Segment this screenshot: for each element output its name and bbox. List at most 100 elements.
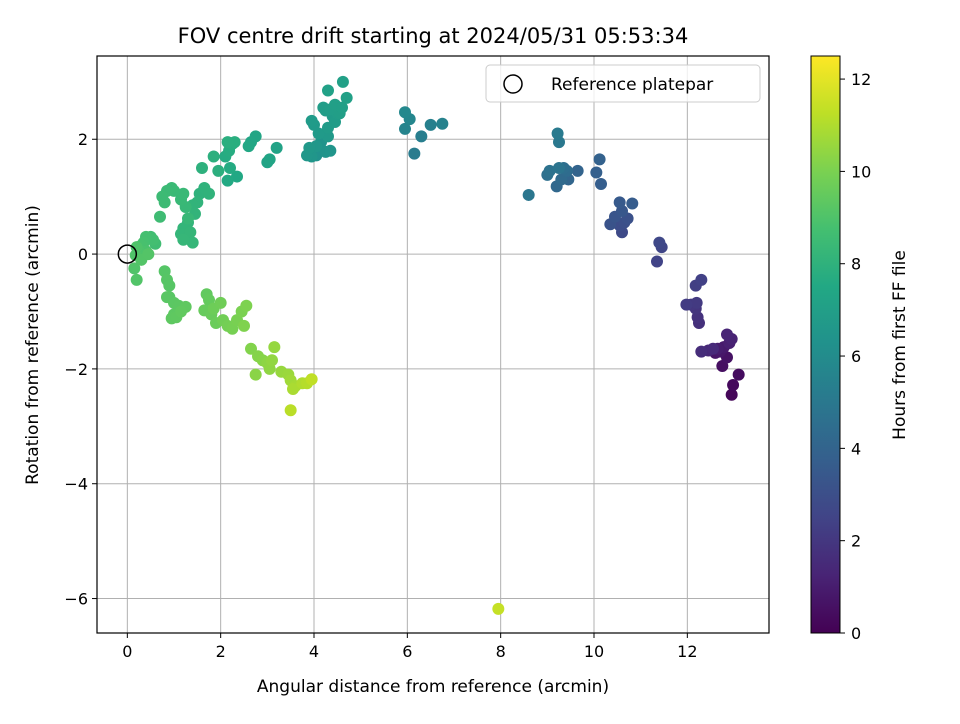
chart-title: FOV centre drift starting at 2024/05/31 … bbox=[178, 24, 689, 48]
data-point bbox=[177, 233, 190, 246]
data-point bbox=[221, 174, 234, 187]
data-point bbox=[340, 91, 353, 104]
data-point bbox=[305, 373, 318, 386]
x-axis-ticks: 0 2 4 6 8 10 12 bbox=[122, 633, 698, 661]
data-point bbox=[303, 141, 316, 154]
data-point bbox=[492, 602, 505, 615]
x-tick-label: 8 bbox=[496, 642, 506, 661]
data-point bbox=[543, 164, 556, 177]
data-point bbox=[175, 305, 187, 318]
colorbar-tick-label: 2 bbox=[851, 532, 861, 551]
data-point bbox=[130, 273, 143, 286]
data-point bbox=[595, 178, 607, 191]
x-tick-label: 12 bbox=[677, 642, 697, 661]
data-point bbox=[238, 319, 250, 332]
data-point bbox=[651, 255, 663, 268]
colorbar-tick-label: 8 bbox=[851, 255, 861, 274]
data-point bbox=[221, 136, 234, 149]
data-point bbox=[182, 212, 194, 225]
x-axis-label: Angular distance from reference (arcmin) bbox=[257, 677, 609, 697]
data-point bbox=[196, 161, 208, 174]
colorbar: 0 2 4 6 8 10 12 Hours from first FF file bbox=[810, 55, 910, 643]
legend-label: Reference platepar bbox=[551, 75, 713, 95]
data-point bbox=[725, 388, 738, 401]
data-point bbox=[653, 236, 666, 249]
data-point bbox=[436, 117, 449, 130]
colorbar-tick-label: 12 bbox=[851, 70, 871, 89]
x-tick-label: 2 bbox=[216, 642, 226, 661]
y-tick-label: −2 bbox=[64, 360, 88, 379]
data-point bbox=[424, 118, 437, 131]
data-point bbox=[680, 298, 693, 311]
data-point bbox=[721, 328, 733, 341]
data-point bbox=[322, 84, 334, 97]
data-point bbox=[270, 141, 283, 154]
data-point bbox=[613, 196, 626, 209]
data-point bbox=[732, 368, 745, 381]
data-point bbox=[324, 144, 337, 157]
colorbar-tick-label: 0 bbox=[851, 624, 861, 643]
data-point bbox=[553, 161, 565, 174]
data-point bbox=[522, 188, 535, 201]
data-point bbox=[571, 164, 584, 177]
y-axis-ticks: −6 −4 −2 0 2 bbox=[64, 130, 97, 609]
data-point bbox=[263, 153, 276, 166]
colorbar-tick-label: 6 bbox=[851, 347, 861, 366]
data-point bbox=[408, 147, 421, 160]
colorbar-tick-label: 10 bbox=[851, 162, 871, 181]
data-points bbox=[128, 75, 745, 615]
colorbar-ticks: 0 2 4 6 8 10 12 bbox=[840, 70, 871, 643]
plot-frame bbox=[96, 55, 770, 634]
x-tick-label: 10 bbox=[584, 642, 604, 661]
y-axis-label: Rotation from reference (arcmin) bbox=[23, 205, 43, 485]
colorbar-gradient bbox=[810, 55, 841, 634]
data-point bbox=[284, 404, 297, 417]
y-tick-label: 0 bbox=[78, 245, 88, 264]
data-point bbox=[551, 127, 564, 140]
data-point bbox=[287, 382, 299, 395]
y-tick-label: −4 bbox=[64, 475, 88, 494]
data-point bbox=[231, 170, 243, 183]
data-point bbox=[207, 150, 220, 163]
legend-box bbox=[485, 64, 761, 103]
data-point bbox=[695, 273, 708, 286]
data-point bbox=[186, 236, 199, 249]
data-point bbox=[590, 166, 603, 179]
data-point bbox=[212, 164, 225, 177]
data-point bbox=[249, 368, 262, 381]
data-point bbox=[224, 161, 236, 174]
data-point bbox=[336, 75, 349, 88]
data-point bbox=[695, 345, 708, 358]
data-point bbox=[415, 130, 428, 143]
x-tick-label: 4 bbox=[309, 642, 319, 661]
legend-marker-icon bbox=[503, 74, 523, 94]
data-point bbox=[214, 296, 227, 309]
data-point bbox=[593, 153, 606, 166]
data-point bbox=[727, 378, 740, 391]
data-point bbox=[336, 101, 348, 114]
data-point bbox=[268, 341, 281, 354]
data-point bbox=[128, 262, 141, 275]
data-point bbox=[690, 296, 703, 309]
data-point bbox=[240, 299, 253, 312]
data-point bbox=[142, 248, 155, 261]
data-point bbox=[305, 114, 318, 127]
colorbar-label: Hours from first FF file bbox=[890, 250, 910, 440]
legend: Reference platepar bbox=[485, 64, 761, 103]
data-point bbox=[163, 279, 176, 292]
x-tick-label: 0 bbox=[122, 642, 132, 661]
data-point bbox=[322, 130, 334, 143]
colorbar-tick-label: 4 bbox=[851, 439, 861, 458]
data-point bbox=[266, 354, 278, 367]
x-tick-label: 6 bbox=[402, 642, 412, 661]
data-point bbox=[555, 173, 568, 186]
data-point bbox=[203, 187, 215, 200]
data-point bbox=[399, 122, 411, 135]
reference-platepar-marker bbox=[117, 244, 138, 264]
y-tick-label: 2 bbox=[78, 130, 88, 149]
data-point bbox=[177, 187, 190, 200]
y-tick-label: −6 bbox=[64, 590, 88, 609]
data-point bbox=[242, 140, 255, 153]
